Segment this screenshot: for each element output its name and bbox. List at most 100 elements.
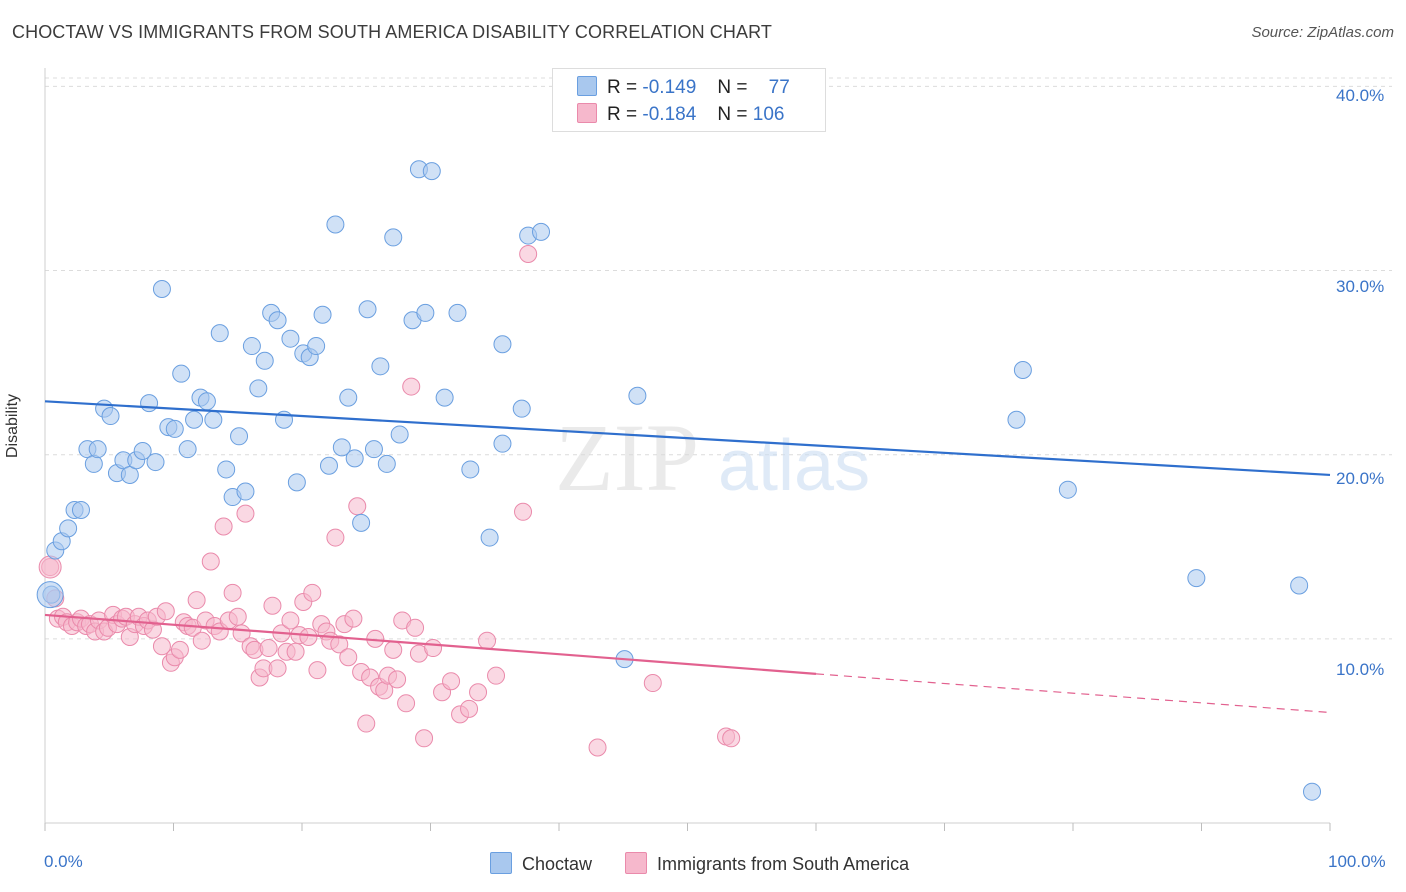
choctaw-point [493,335,512,354]
immigrants-point [348,497,367,516]
immigrants-trend-line-extrapolated [815,673,1331,714]
immigrants-point [286,642,305,661]
choctaw-point [390,425,409,444]
choctaw-point [152,279,171,298]
immigrants-point [259,639,278,658]
legend-label: Choctaw [522,854,593,874]
choctaw-point [628,386,647,405]
choctaw-points [36,160,1322,801]
choctaw-swatch [577,76,597,96]
choctaw-point [377,454,396,473]
immigrants-point [514,502,533,521]
x-tick-label-min: 0.0% [44,852,83,871]
choctaw-point [512,399,531,418]
immigrants-point [357,714,376,733]
choctaw-point [197,392,216,411]
y-tick-label: 10.0% [1336,660,1385,679]
choctaw-point [435,388,454,407]
choctaw-point [178,440,197,459]
immigrants-point [344,609,363,628]
choctaw-point [326,215,345,234]
choctaw-point [422,162,441,181]
choctaw-point [339,388,358,407]
immigrants-point [281,611,300,630]
immigrants-point [170,640,189,659]
legend-item-immigrants[interactable]: Immigrants from South America [625,852,909,875]
svg-text:ZIP: ZIP [555,404,699,511]
choctaw-point [480,528,499,547]
immigrants-point [303,583,322,602]
immigrants-point [519,244,538,263]
choctaw-point [185,410,204,429]
immigrants-point [201,552,220,571]
choctaw-point [319,456,338,475]
choctaw-point [287,473,306,492]
choctaw-point [448,303,467,322]
choctaw-point [59,519,78,538]
legend-swatch-pink [625,852,648,874]
n-label: N = [717,77,748,98]
immigrants-point [156,602,175,621]
choctaw-point [236,482,255,501]
immigrants-point [326,528,345,547]
immigrants-point [223,583,242,602]
choctaw-point [532,222,551,241]
immigrants-point [308,661,327,680]
y-axis-label: Disability [4,393,21,458]
immigrants-point [722,729,741,748]
r-label: R = [607,77,638,98]
choctaw-point [493,434,512,453]
svg-text:atlas: atlas [718,426,870,506]
trend-lines [44,400,1331,714]
choctaw-point [165,419,184,438]
choctaw-trend-line [44,400,1331,477]
immigrants-south-america-points [38,244,741,757]
immigrants-point [384,640,403,659]
immigrants-point [469,683,488,702]
choctaw-point [1007,410,1026,429]
choctaw-point [345,449,364,468]
choctaw-point [88,440,107,459]
legend-swatch-blue [490,852,512,874]
r-value: -0.184 [642,104,697,125]
immigrants-point [38,555,62,579]
immigrants-point [228,607,247,626]
choctaw-point [371,357,390,376]
choctaw-point [384,228,403,247]
immigrants-point [236,504,255,523]
r-value: -0.149 [642,77,697,98]
immigrants-point [402,377,421,396]
immigrants-point [268,659,287,678]
choctaw-point [307,337,326,356]
choctaw-point [101,407,120,426]
immigrants-point [415,729,434,748]
immigrants-point [643,674,662,693]
legend-item-choctaw[interactable]: Choctaw [490,852,592,875]
choctaw-point [416,303,435,322]
n-value: 77 [768,77,790,98]
choctaw-point [210,324,229,343]
immigrants-point [406,618,425,637]
immigrants-point [263,596,282,615]
immigrants-point [397,694,416,713]
immigrants-point [330,635,349,654]
immigrants-trend-line [44,613,817,675]
immigrants-point [388,670,407,689]
choctaw-point [1058,480,1077,499]
source-label: Source: ZipAtlas.com [1251,24,1394,41]
choctaw-point [1013,361,1032,379]
stats-row-immigrants: R = -0.184 N = 106 [577,103,784,127]
legend: Choctaw Immigrants from South America [490,852,937,875]
immigrants-point [442,672,461,691]
choctaw-point [281,329,300,348]
stats-row-choctaw: R = -0.149 N = 77 [577,76,790,100]
n-value: 106 [752,104,785,125]
choctaw-point [230,427,249,446]
choctaw-point [1303,782,1322,801]
immigrants-point [339,648,358,667]
immigrants-point [487,666,506,685]
choctaw-point [36,581,64,609]
immigrants-point [299,628,318,647]
choctaw-point [1290,576,1309,595]
correlation-stats-box: R = -0.149 N = 77 R = -0.184 N = 106 [552,68,826,132]
